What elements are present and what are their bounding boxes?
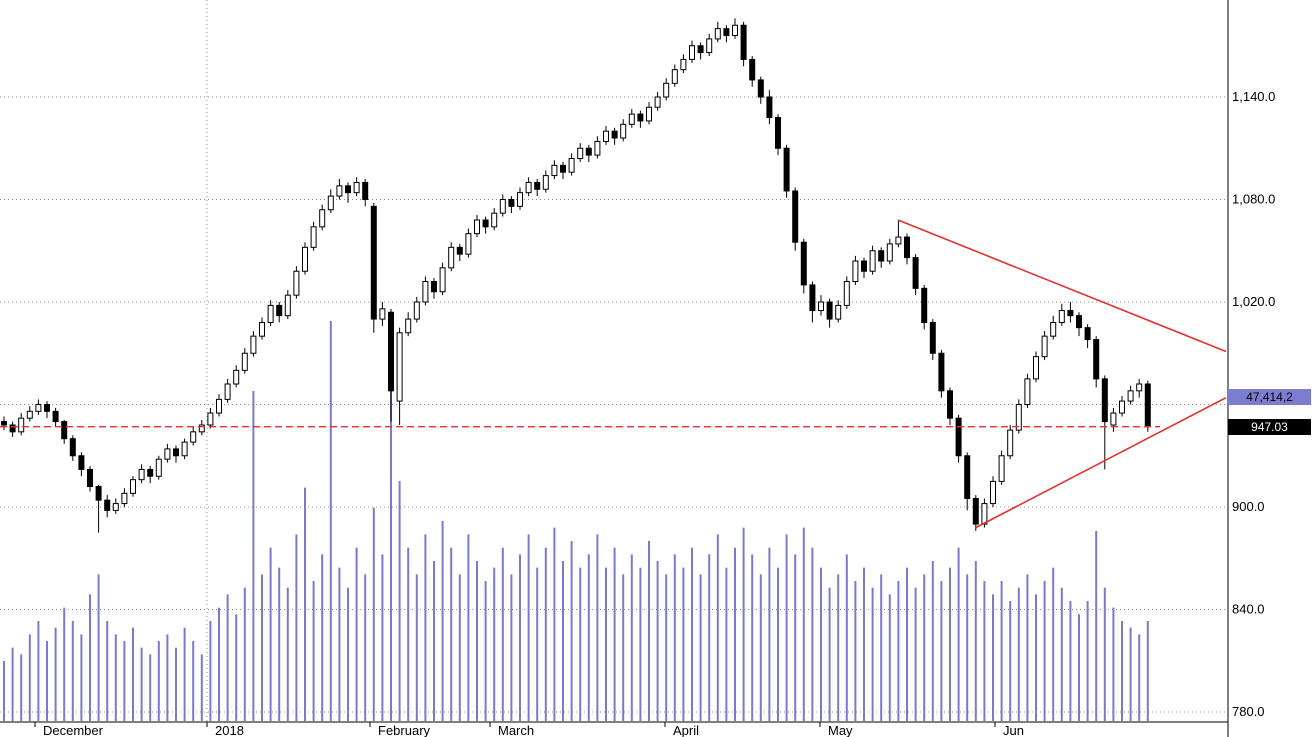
price-label: 780.0 (1232, 704, 1265, 719)
month-label: April (673, 723, 699, 737)
price-axis-labels: 1,140.0 1,080.0 1,020.0 900.0 840.0 780.0 (1232, 89, 1275, 719)
month-label: May (828, 723, 853, 737)
price-label: 1,140.0 (1232, 89, 1275, 104)
price-label: 840.0 (1232, 602, 1265, 617)
month-label: March (498, 723, 534, 737)
grid-lines (0, 0, 1228, 722)
trendline-lower-support (975, 396, 1227, 529)
month-label: December (43, 723, 104, 737)
month-label: February (378, 723, 431, 737)
month-label: Jun (1003, 723, 1024, 737)
volume-bars (3, 321, 1149, 721)
price-label: 1,020.0 (1232, 294, 1275, 309)
volume-value-badge: 47,414,2 (1228, 389, 1311, 405)
month-labels: December 2018 February March April May Jun (34, 722, 1024, 737)
month-label: 2018 (215, 723, 244, 737)
price-label: 900.0 (1232, 499, 1265, 514)
last-price-badge: 947.03 (1228, 419, 1311, 435)
candles (1, 18, 1151, 533)
price-label: 1,080.0 (1232, 192, 1275, 207)
trendline-upper-resistance (897, 219, 1227, 353)
trendlines (897, 219, 1227, 529)
